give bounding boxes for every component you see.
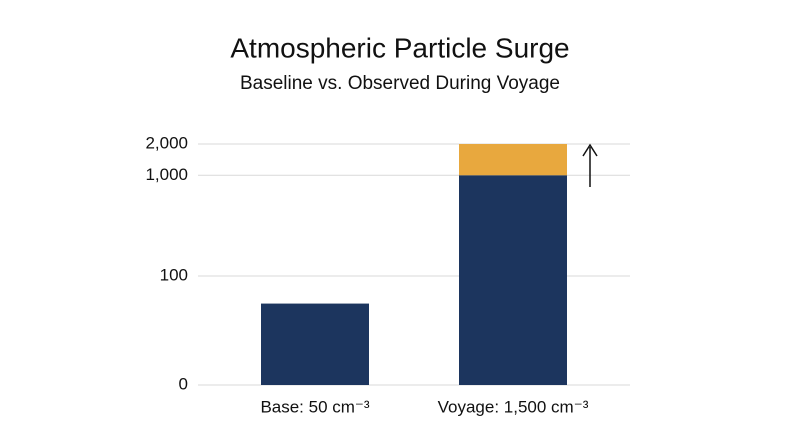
chart-title: Atmospheric Particle Surge xyxy=(230,32,569,63)
increase-arrow xyxy=(582,143,598,187)
x-tick-label: Voyage: 1,500 cm⁻³ xyxy=(438,397,589,416)
chart-subtitle: Baseline vs. Observed During Voyage xyxy=(240,73,560,94)
bar xyxy=(459,175,567,385)
y-tick-label: 100 xyxy=(160,266,188,285)
bar xyxy=(459,144,567,176)
y-tick-label: 0 xyxy=(179,374,188,393)
y-tick-label: 2,000 xyxy=(145,133,188,152)
bar xyxy=(261,303,369,385)
x-tick-label: Base: 50 cm⁻³ xyxy=(260,397,369,416)
y-tick-label: 1,000 xyxy=(145,165,188,184)
